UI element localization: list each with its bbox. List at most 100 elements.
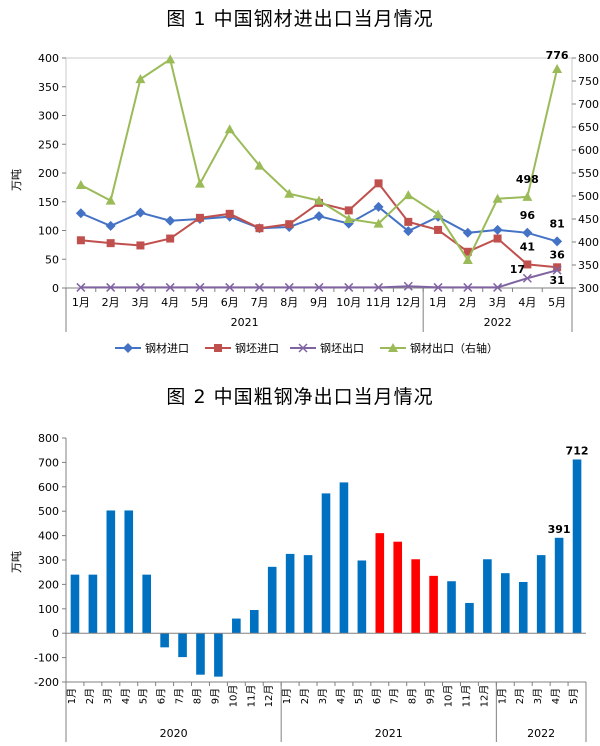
x-tick-label: 7月	[389, 688, 401, 704]
bar	[178, 633, 187, 658]
y-tick-label: 0	[52, 282, 59, 295]
data-point	[314, 282, 324, 292]
data-point	[433, 282, 443, 292]
data-point	[76, 282, 86, 292]
data-point	[75, 208, 86, 219]
x-tick-label: 4月	[550, 688, 562, 704]
group-label: 2022	[484, 316, 512, 329]
data-point	[75, 179, 86, 189]
series-diamond	[75, 201, 563, 247]
series-x	[76, 265, 562, 292]
x-tick-label: 1月	[72, 296, 90, 309]
x-tick-label: 7月	[250, 296, 268, 309]
data-point	[344, 206, 353, 215]
y-tick-label: 250	[38, 138, 59, 151]
x-tick-label: 9月	[310, 296, 328, 309]
x-tick-label: 2月	[102, 296, 120, 309]
bar	[232, 618, 241, 634]
chart1-steel-import-export: 0 50 100 150 200 250 300 350 400 300 350 400 450 500 5…	[10, 49, 599, 355]
bar	[554, 537, 564, 634]
group-label: 2020	[160, 727, 188, 740]
x-tick-label: 8月	[191, 688, 203, 704]
y-tick-label: 350	[38, 81, 59, 94]
bar	[142, 574, 151, 634]
bar	[483, 559, 492, 634]
group-label: 2021	[231, 316, 259, 329]
y2-tick-label: 300	[578, 282, 599, 295]
x-tick-label: 4月	[161, 296, 179, 309]
data-label: 498	[516, 173, 539, 186]
bar	[375, 533, 385, 634]
data-point	[343, 214, 354, 223]
data-point	[462, 227, 473, 238]
data-point	[493, 282, 503, 292]
data-label: 391	[548, 523, 571, 536]
data-point	[76, 236, 85, 245]
legend-marker	[123, 343, 133, 353]
y-tick-label: 100	[38, 225, 59, 238]
x-tick-label: 7月	[174, 688, 186, 704]
y-tick-label: -200	[34, 676, 59, 689]
data-point	[434, 225, 443, 234]
data-point	[135, 207, 146, 218]
y2-tick-label: 450	[578, 213, 599, 226]
data-point	[136, 241, 145, 250]
x-tick-label: 6月	[156, 688, 168, 704]
data-point	[552, 64, 563, 74]
chart2-crude-steel-net-export: -200 -100 0 100 200 300 400 500 600 700 800 万吨 391 71…	[10, 432, 589, 742]
x-tick-label: 11月	[245, 685, 257, 708]
bar	[393, 541, 403, 634]
plot-area	[65, 57, 573, 289]
x-tick-label: 11月	[460, 685, 472, 708]
data-point	[552, 236, 563, 247]
x-tick-label: 5月	[191, 296, 209, 309]
x-tick-label: 4月	[335, 688, 347, 704]
bar	[249, 610, 259, 634]
y-tick-label: 0	[52, 627, 59, 640]
data-point	[225, 209, 234, 218]
bar	[70, 574, 80, 634]
x-tick-label: 12月	[263, 685, 275, 708]
x-tick-label: 8月	[407, 688, 419, 704]
legend-label: 钢材出口（右轴）	[410, 341, 498, 355]
data-point	[195, 282, 205, 292]
legend-label: 钢坯出口	[320, 341, 364, 355]
data-point	[314, 211, 324, 222]
x-tick-label: 9月	[425, 688, 437, 704]
x-tick-label: 1月	[496, 688, 508, 704]
legend-marker	[214, 344, 222, 352]
x-tick-label: 3月	[102, 688, 114, 704]
data-point	[135, 74, 146, 84]
x-tick-label: 11月	[366, 296, 391, 309]
x-tick-label: 5月	[138, 688, 150, 704]
bar	[321, 493, 331, 634]
data-point	[463, 282, 473, 292]
bar	[303, 555, 313, 634]
x-tick-label: 5月	[568, 688, 580, 704]
data-point	[553, 263, 562, 272]
data-point	[493, 234, 502, 243]
y-axis-label: 万吨	[10, 169, 23, 191]
x-tick-label: 10月	[336, 296, 361, 309]
x-tick-label: 12月	[396, 296, 421, 309]
x-tick-label: 5月	[353, 688, 365, 704]
data-point	[492, 193, 503, 203]
series-square	[76, 179, 562, 272]
x-tick-label: 9月	[209, 688, 221, 704]
series-triangle	[75, 54, 563, 264]
data-point	[165, 215, 176, 226]
data-point	[492, 224, 503, 235]
data-point	[374, 179, 383, 188]
data-point	[463, 247, 472, 256]
data-point	[254, 160, 265, 170]
chart1-title: 图 1 中国钢材进出口当月情况	[166, 8, 434, 30]
data-label: 36	[549, 248, 565, 261]
x-tick-label: 3月	[131, 296, 149, 309]
data-point	[105, 195, 116, 205]
data-point	[254, 282, 265, 292]
y-tick-label: 50	[45, 253, 59, 266]
x-tick-label: 4月	[120, 688, 132, 704]
bar	[536, 555, 546, 634]
data-label: 17	[510, 263, 525, 276]
x-tick-label: 1月	[429, 296, 447, 309]
